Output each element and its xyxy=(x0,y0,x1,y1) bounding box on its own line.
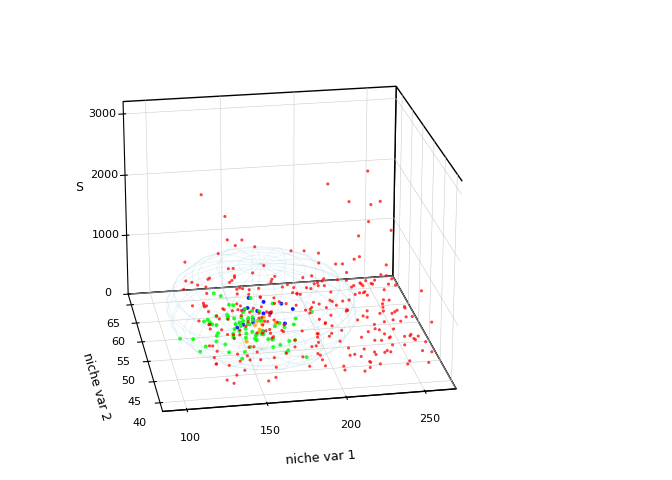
X-axis label: niche var 1: niche var 1 xyxy=(285,449,355,467)
Y-axis label: niche var 2: niche var 2 xyxy=(80,351,112,422)
